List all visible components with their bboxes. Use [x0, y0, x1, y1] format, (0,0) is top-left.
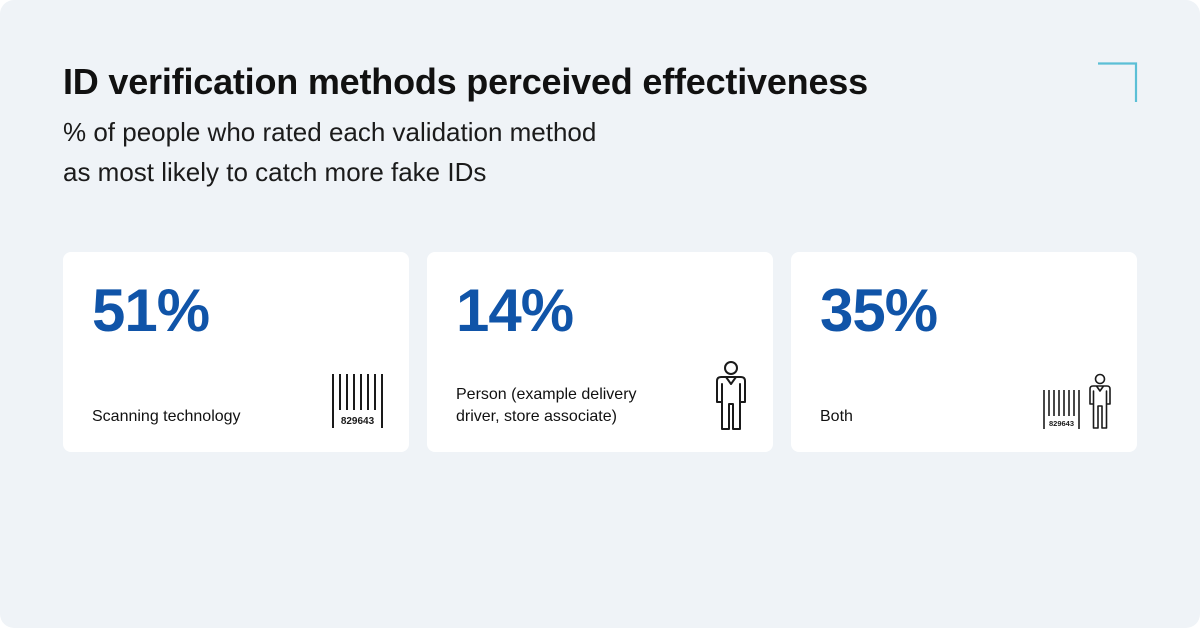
stat-label-both: Both — [820, 408, 853, 425]
barcode-number: 829643 — [341, 416, 375, 427]
page-subtitle: % of people who rated each validation me… — [63, 112, 596, 192]
barcode-and-person-icon: 829643 — [1043, 373, 1111, 429]
subtitle-line-2: as most likely to catch more fake IDs — [63, 157, 487, 187]
subtitle-line-1: % of people who rated each validation me… — [63, 117, 597, 147]
stat-value-person: 14% — [456, 277, 574, 344]
barcode-icon: 829643 — [332, 374, 383, 428]
stat-value-both: 35% — [820, 277, 938, 344]
page-title: ID verification methods perceived effect… — [63, 61, 868, 102]
stat-card-both: 35% Both 829643 — [791, 252, 1137, 452]
stat-card-scanning: 51% Scanning technology 829643 — [63, 252, 409, 452]
barcode-number-small: 829643 — [1049, 419, 1074, 428]
corner-bracket-icon — [1098, 62, 1138, 102]
stat-label-person: Person (example delivery driver, store a… — [456, 386, 637, 425]
stat-value-scanning: 51% — [92, 277, 210, 344]
person-icon — [716, 361, 746, 430]
stat-label-scanning: Scanning technology — [92, 408, 241, 425]
stat-card-person: 14% Person (example delivery driver, sto… — [427, 252, 773, 452]
